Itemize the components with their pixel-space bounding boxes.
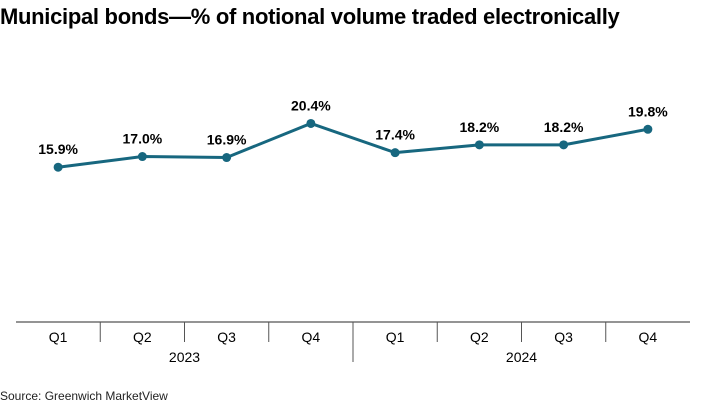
data-point xyxy=(222,153,232,163)
data-label: 17.0% xyxy=(123,131,163,147)
data-label: 17.4% xyxy=(375,127,415,143)
x-tick-label: Q2 xyxy=(470,329,489,345)
x-tick-label: Q4 xyxy=(302,329,321,345)
x-group-label: 2023 xyxy=(169,349,200,365)
chart-title: Municipal bonds—% of notional volume tra… xyxy=(0,4,620,29)
data-label: 15.9% xyxy=(38,141,78,157)
data-point xyxy=(474,140,484,150)
x-tick-label: Q1 xyxy=(386,329,405,345)
x-tick-label: Q3 xyxy=(554,329,573,345)
data-point xyxy=(643,124,653,134)
data-label: 16.9% xyxy=(207,132,247,148)
data-point xyxy=(306,118,316,128)
data-label: 18.2% xyxy=(544,119,584,135)
data-point xyxy=(559,140,569,150)
x-tick-label: Q2 xyxy=(133,329,152,345)
x-group-label: 2024 xyxy=(506,349,537,365)
data-label: 18.2% xyxy=(460,119,500,135)
x-tick-label: Q3 xyxy=(217,329,236,345)
data-point xyxy=(53,162,63,172)
data-label: 20.4% xyxy=(291,97,331,113)
data-point xyxy=(390,148,400,158)
source-note: Source: Greenwich MarketView xyxy=(0,389,168,403)
data-point xyxy=(137,152,147,162)
series-line xyxy=(56,121,650,169)
x-tick-label: Q4 xyxy=(639,329,658,345)
data-label: 19.8% xyxy=(628,103,668,119)
x-tick-label: Q1 xyxy=(49,329,68,345)
